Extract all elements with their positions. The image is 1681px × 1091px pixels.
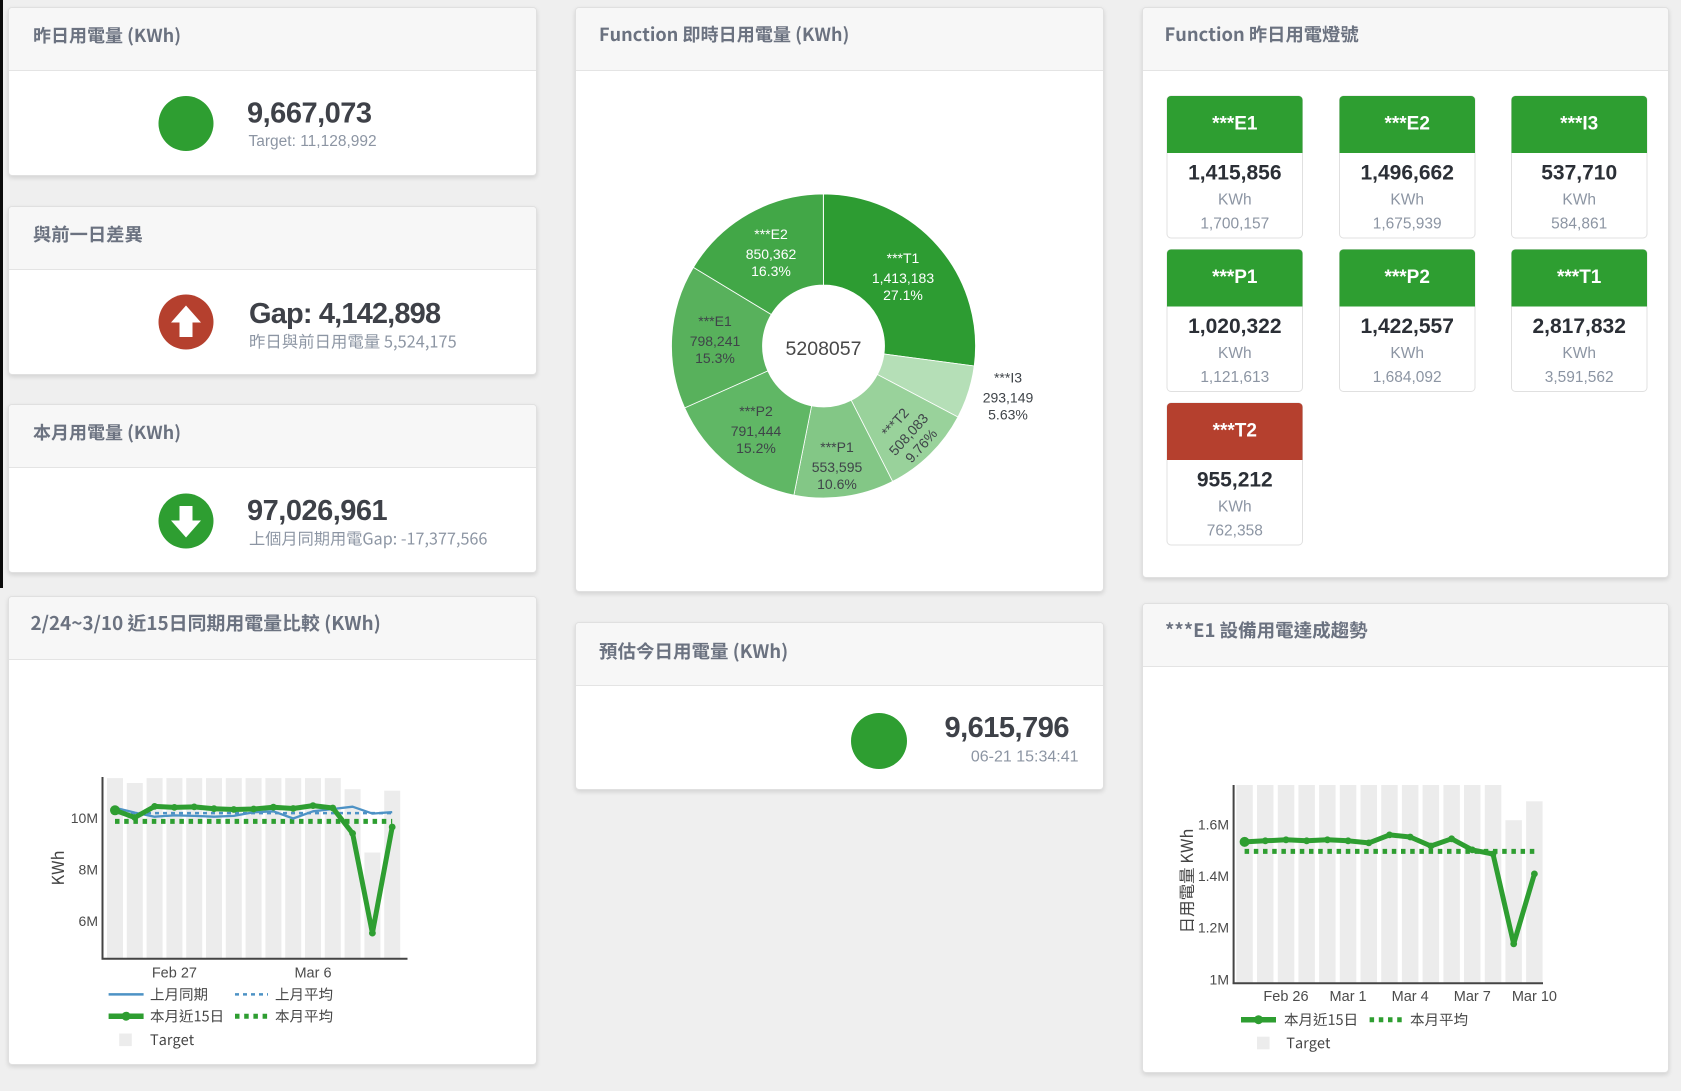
svg-text:KWh: KWh — [1218, 192, 1252, 209]
svg-text:584,861: 584,861 — [1551, 216, 1607, 233]
svg-text:2,817,832: 2,817,832 — [1532, 315, 1625, 338]
svg-text:KWh: KWh — [1218, 345, 1252, 362]
svg-text:***I3: ***I3 — [1560, 114, 1598, 135]
svg-text:***P1: ***P1 — [820, 439, 854, 455]
svg-text:1.6M: 1.6M — [1198, 816, 1229, 832]
svg-text:1,413,183: 1,413,183 — [872, 270, 934, 286]
svg-text:10.6%: 10.6% — [817, 476, 857, 492]
svg-text:KWh: KWh — [1218, 499, 1252, 516]
svg-text:553,595: 553,595 — [812, 459, 863, 475]
svg-text:Mar 1: Mar 1 — [1330, 989, 1367, 1005]
svg-text:***T2: ***T2 — [1213, 421, 1257, 442]
svg-text:1,415,856: 1,415,856 — [1188, 161, 1281, 184]
svg-text:27.1%: 27.1% — [883, 287, 923, 303]
svg-text:791,444: 791,444 — [731, 423, 782, 439]
svg-text:1,675,939: 1,675,939 — [1373, 216, 1442, 233]
svg-text:537,710: 537,710 — [1541, 161, 1617, 184]
svg-text:***I3: ***I3 — [994, 369, 1022, 385]
svg-text:1,020,322: 1,020,322 — [1188, 315, 1281, 338]
svg-text:KWh: KWh — [1390, 345, 1424, 362]
svg-text:798,241: 798,241 — [690, 333, 741, 349]
svg-text:***P1: ***P1 — [1212, 267, 1258, 288]
svg-text:1M: 1M — [1210, 971, 1229, 987]
svg-text:1,700,157: 1,700,157 — [1200, 216, 1269, 233]
svg-text:6M: 6M — [79, 913, 98, 929]
svg-text:850,362: 850,362 — [746, 246, 797, 262]
svg-text:15.3%: 15.3% — [695, 350, 735, 366]
svg-text:Gap: 4,142,898: Gap: 4,142,898 — [249, 298, 441, 330]
svg-text:10M: 10M — [71, 810, 98, 826]
svg-text:8M: 8M — [79, 861, 98, 877]
svg-text:Mar 4: Mar 4 — [1392, 989, 1429, 1005]
svg-text:762,358: 762,358 — [1207, 523, 1263, 540]
svg-text:9,667,073: 9,667,073 — [247, 98, 372, 130]
svg-text:16.3%: 16.3% — [751, 263, 791, 279]
svg-text:15.2%: 15.2% — [736, 440, 776, 456]
svg-text:***P2: ***P2 — [739, 403, 773, 419]
svg-text:Feb 27: Feb 27 — [152, 966, 197, 982]
svg-text:KWh: KWh — [1562, 192, 1596, 209]
svg-text:06-21 15:34:41: 06-21 15:34:41 — [971, 748, 1079, 765]
svg-text:KWh: KWh — [1390, 192, 1424, 209]
svg-text:3,591,562: 3,591,562 — [1545, 369, 1614, 386]
svg-text:1,121,613: 1,121,613 — [1200, 369, 1269, 386]
svg-text:97,026,961: 97,026,961 — [247, 495, 388, 527]
svg-text:***P2: ***P2 — [1384, 267, 1429, 288]
svg-text:KWh: KWh — [1562, 345, 1596, 362]
svg-text:***E1: ***E1 — [698, 313, 732, 329]
svg-text:1,684,092: 1,684,092 — [1373, 369, 1442, 386]
svg-text:***E2: ***E2 — [1384, 114, 1429, 135]
svg-text:1.4M: 1.4M — [1198, 868, 1229, 884]
svg-text:293,149: 293,149 — [983, 389, 1034, 405]
svg-text:Target: 11,128,992: Target: 11,128,992 — [249, 133, 377, 150]
svg-text:Mar 7: Mar 7 — [1454, 989, 1491, 1005]
svg-text:***E2: ***E2 — [754, 226, 788, 242]
svg-text:***T1: ***T1 — [1557, 267, 1602, 288]
svg-text:955,212: 955,212 — [1197, 468, 1273, 491]
svg-text:1.2M: 1.2M — [1198, 920, 1229, 936]
svg-text:***E1: ***E1 — [1212, 114, 1258, 135]
svg-text:Mar 10: Mar 10 — [1512, 989, 1557, 1005]
svg-text:***T1: ***T1 — [887, 250, 920, 266]
svg-text:9,615,796: 9,615,796 — [944, 712, 1069, 744]
svg-text:Mar 6: Mar 6 — [294, 966, 331, 982]
svg-text:1,422,557: 1,422,557 — [1360, 315, 1453, 338]
svg-text:1,496,662: 1,496,662 — [1360, 161, 1453, 184]
svg-text:5208057: 5208057 — [786, 338, 862, 360]
svg-text:Feb 26: Feb 26 — [1263, 989, 1308, 1005]
svg-text:5.63%: 5.63% — [988, 406, 1028, 422]
